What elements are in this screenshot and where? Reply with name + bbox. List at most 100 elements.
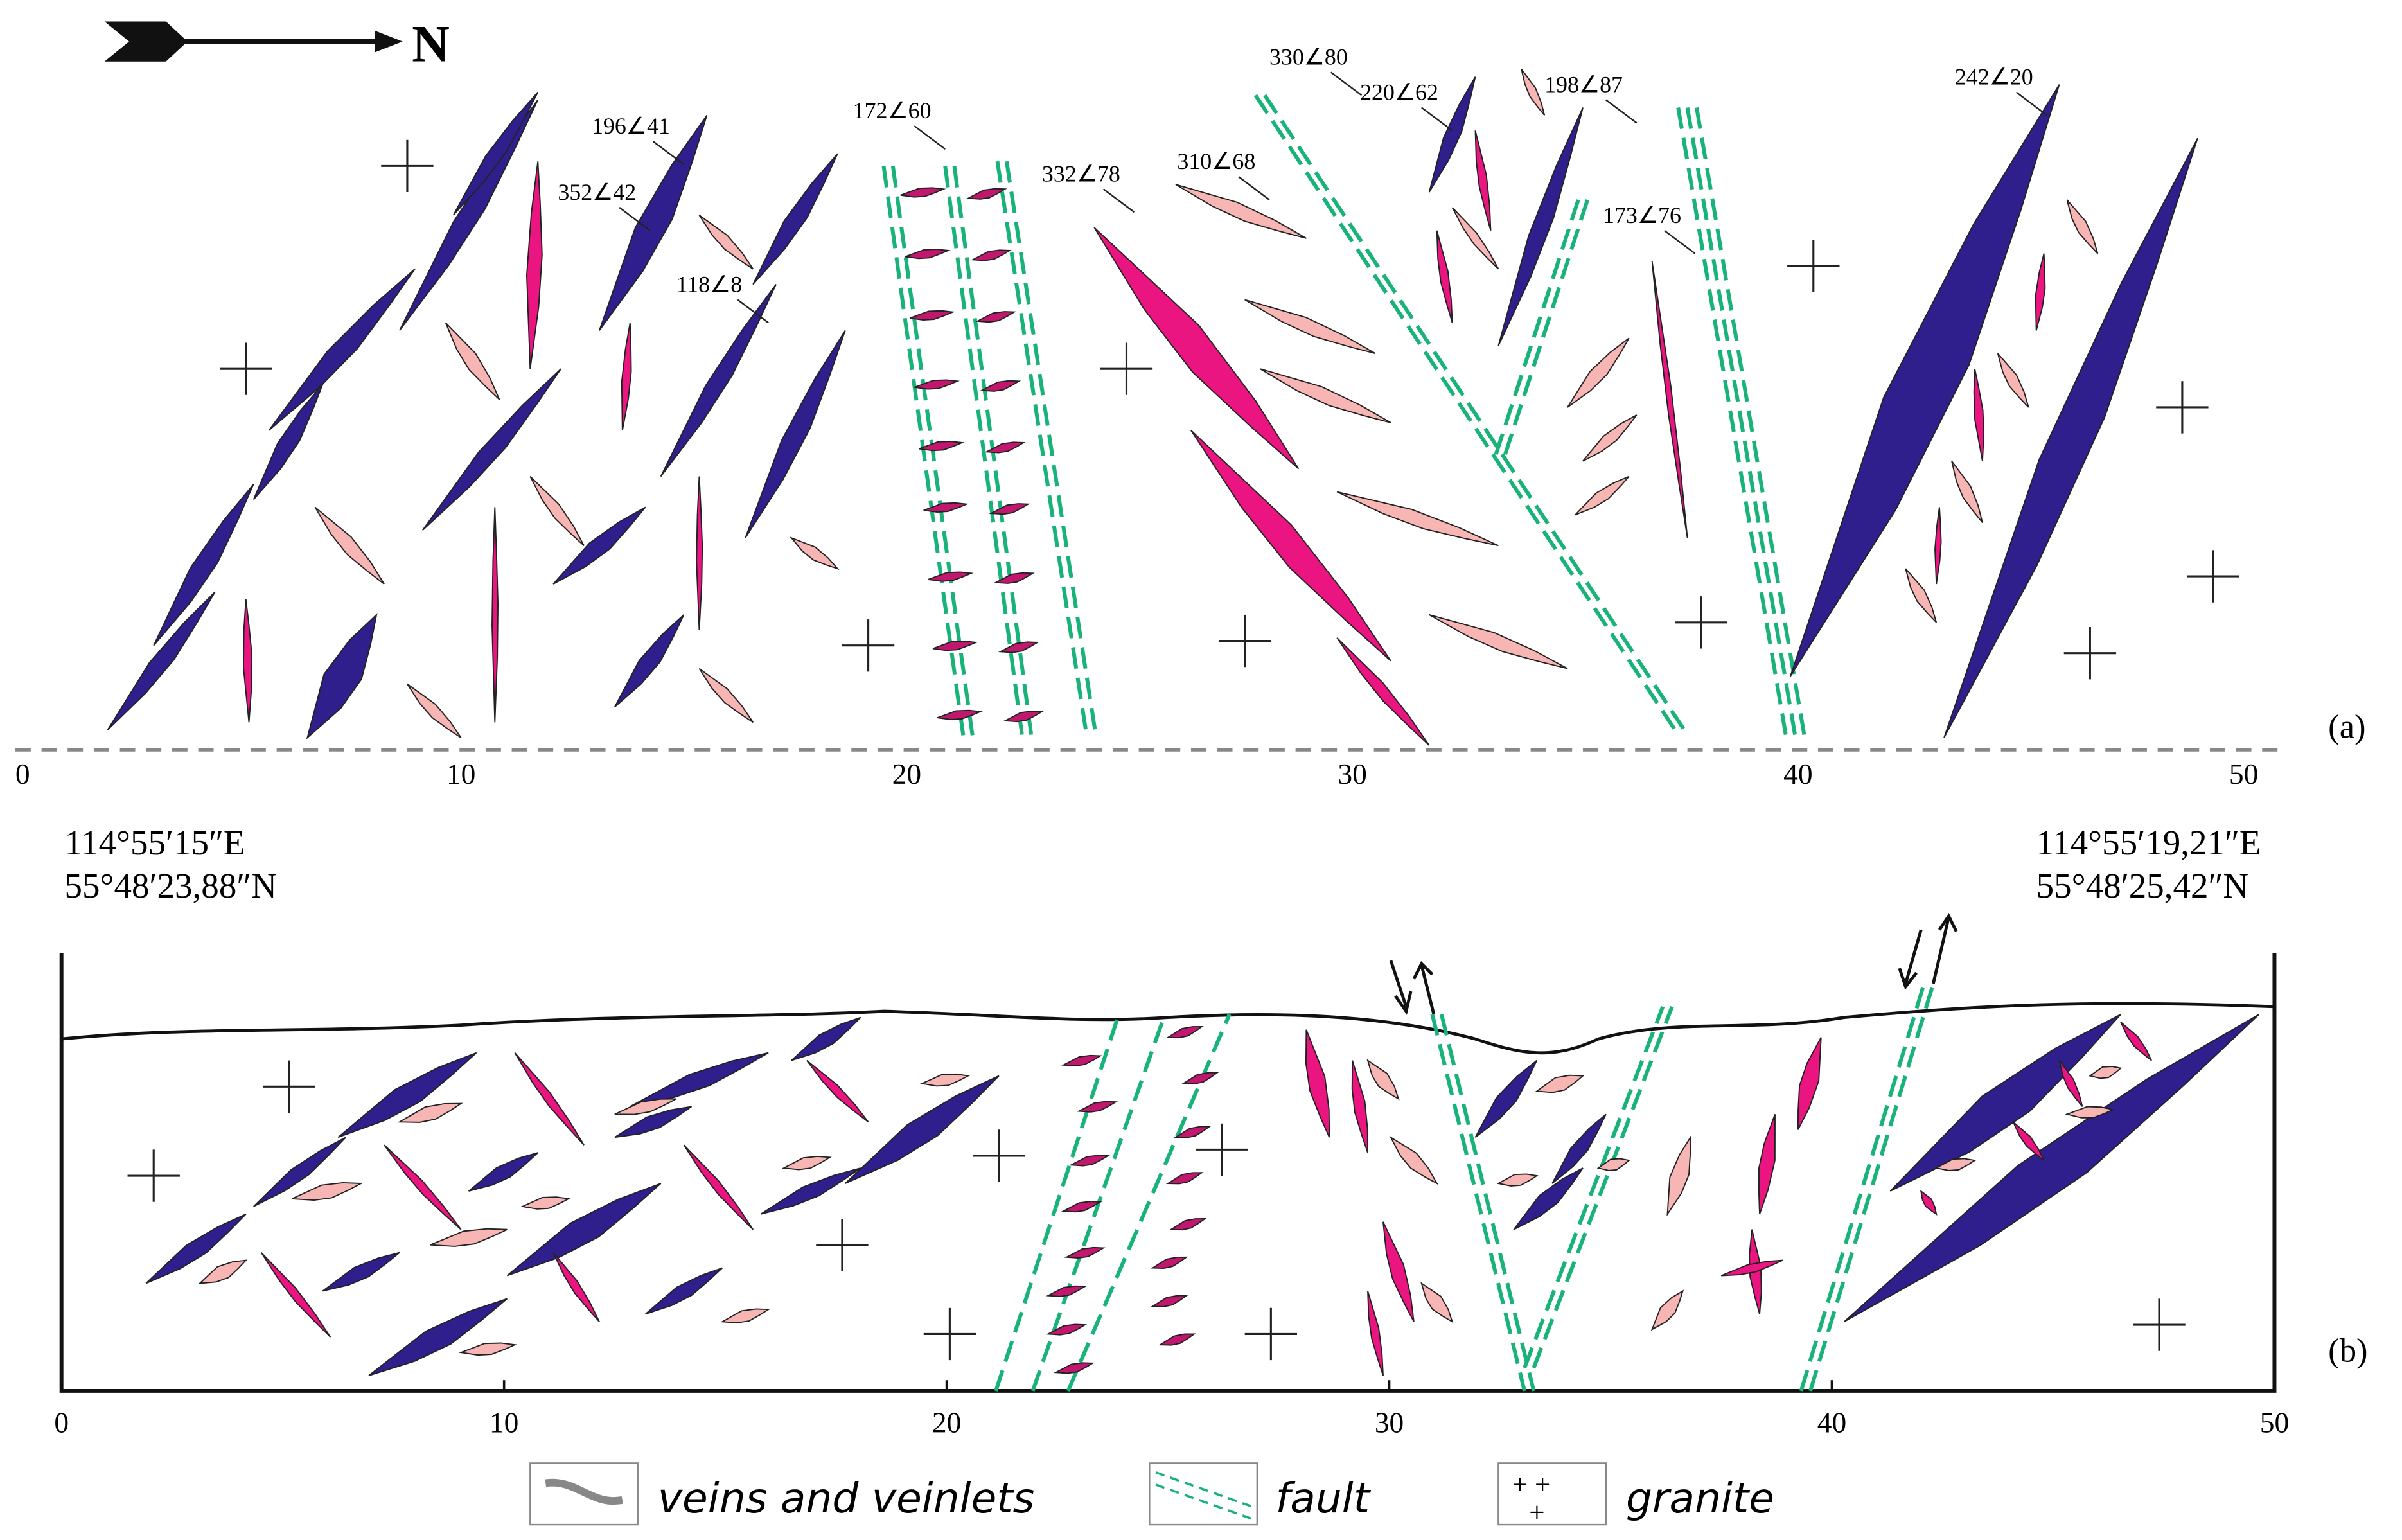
vein	[520, 1196, 571, 1210]
vein	[914, 379, 960, 390]
tick-label: 10	[490, 1406, 518, 1439]
vein	[1429, 614, 1568, 669]
vein	[1575, 475, 1630, 516]
legend-vein-symbol	[545, 1478, 624, 1505]
fault-line	[1253, 94, 1680, 736]
vein	[1843, 1014, 2260, 1323]
vein	[2066, 199, 2099, 254]
vein	[1068, 1155, 1111, 1167]
vein	[1150, 1256, 1188, 1269]
tick-label: 40	[1783, 757, 1812, 790]
granite-cross	[1219, 614, 1271, 668]
vein	[993, 572, 1035, 584]
vein	[683, 1144, 754, 1230]
fault-motion-arrows	[1389, 913, 1958, 1015]
vein	[698, 215, 754, 270]
granite-cross	[2063, 627, 2117, 680]
vein	[107, 591, 216, 730]
vein	[1169, 1218, 1207, 1231]
tick-label: 20	[892, 757, 921, 790]
orientation-label: 310∠68	[1177, 148, 1255, 174]
orientation-label: 332∠78	[1042, 161, 1120, 186]
fault-line	[995, 161, 1089, 735]
vein	[153, 483, 254, 646]
vein	[928, 571, 974, 582]
vein	[1165, 1172, 1204, 1185]
start-lat: 55°48′23,88″N	[64, 866, 277, 905]
vein	[2089, 1066, 2123, 1079]
vein	[2120, 1022, 2152, 1061]
vein	[253, 1137, 346, 1207]
vein	[268, 268, 416, 431]
vein	[525, 161, 543, 369]
vein	[1076, 1101, 1118, 1113]
fault-line	[1430, 1014, 1526, 1392]
vein	[407, 683, 462, 739]
vein	[919, 441, 965, 452]
vein	[989, 503, 1030, 515]
vein	[491, 507, 499, 723]
vein	[621, 323, 632, 431]
vein	[720, 1308, 771, 1323]
strike-symbol	[619, 206, 651, 231]
vein	[1934, 507, 1942, 585]
vein	[1551, 1113, 1607, 1184]
vein	[781, 1155, 832, 1171]
vein	[937, 709, 983, 720]
vein	[998, 641, 1039, 653]
vein	[1420, 1282, 1454, 1323]
vein	[1567, 337, 1630, 408]
vein	[1175, 184, 1307, 239]
vein	[384, 1144, 462, 1230]
vein	[900, 187, 946, 198]
orientation-label: 173∠76	[1603, 202, 1681, 228]
fault-line	[1439, 1014, 1536, 1392]
vein	[2058, 1060, 2083, 1107]
vein	[1920, 1189, 1938, 1216]
vein	[1758, 1114, 1776, 1215]
vein	[306, 613, 378, 740]
vein	[614, 1106, 693, 1138]
vein	[696, 476, 703, 630]
granite-cross	[1787, 240, 1840, 292]
north-label: N	[412, 15, 450, 73]
granite-cross	[1675, 596, 1727, 649]
vein	[260, 1252, 331, 1338]
vein	[1003, 711, 1045, 723]
vein	[1336, 491, 1499, 547]
vein	[514, 1052, 585, 1146]
legend-granite-symbol: + +	[1512, 1470, 1550, 1500]
vein	[2035, 253, 2046, 331]
vein	[923, 502, 969, 513]
panel-label-a: (a)	[2328, 708, 2365, 745]
fault-line	[1263, 94, 1690, 736]
vein	[1535, 1074, 1585, 1093]
vein	[1260, 368, 1391, 423]
vein	[1366, 1059, 1400, 1101]
vein	[1951, 461, 1983, 523]
fault-line	[1532, 1005, 1674, 1369]
strike-symbol	[914, 125, 946, 150]
vein	[1061, 1054, 1103, 1067]
end-lon: 114°55′19,21″E	[2036, 823, 2261, 862]
vein	[1053, 1362, 1095, 1374]
end-lat: 55°48′25,42″N	[2036, 866, 2249, 905]
vein	[1905, 568, 1938, 623]
orientation-label: 172∠60	[853, 98, 932, 123]
vein	[445, 322, 500, 400]
vein	[1382, 1221, 1415, 1322]
granite-cross	[1196, 1123, 1248, 1176]
granite-cross	[1244, 1307, 1298, 1361]
vein	[1650, 1289, 1684, 1331]
tick-label: 20	[932, 1406, 961, 1439]
vein	[806, 1059, 869, 1123]
tick-label: 30	[1375, 1406, 1404, 1439]
vein	[1351, 1060, 1369, 1153]
panel-label-b: (b)	[2328, 1332, 2367, 1369]
vein	[1513, 1167, 1584, 1230]
vein	[1305, 1029, 1330, 1138]
vein	[422, 368, 561, 531]
vein	[1797, 1037, 1822, 1130]
tick-label: 50	[2260, 1406, 2289, 1439]
